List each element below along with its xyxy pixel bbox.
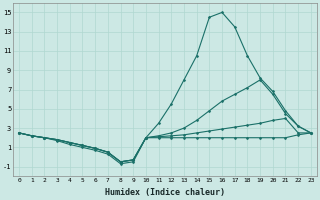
X-axis label: Humidex (Indice chaleur): Humidex (Indice chaleur) [105,188,225,197]
